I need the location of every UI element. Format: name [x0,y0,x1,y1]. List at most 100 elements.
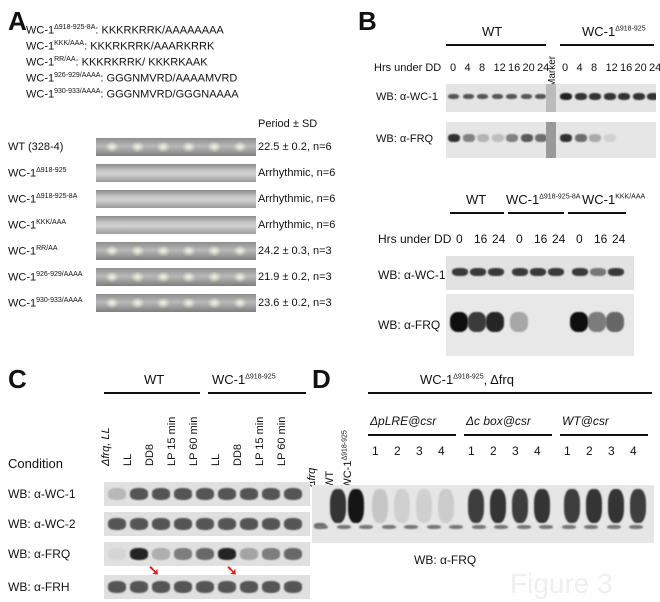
band-mut-wc1 [574,93,587,100]
timepoint-wt: 20 [522,62,535,74]
d-band-nonspecific [471,525,486,529]
d-band-nonspecific [449,525,463,529]
d-lane-number: 1 [372,444,379,458]
band-wt-frq [491,134,504,142]
c-band [130,581,148,593]
band-wc1 [548,268,564,276]
d-lane-number: 4 [630,444,637,458]
strain-label: WC-1KKK/AAA [8,219,67,232]
race-tube [96,164,256,182]
c-band [152,518,170,530]
c-wt-header: WT [144,372,165,387]
d-band-wt [330,489,346,523]
band-wt-frq [535,134,547,142]
panel-c-label: C [8,364,27,394]
timepoint-mut: 16 [620,62,633,74]
d-band [490,489,506,523]
band-wt-wc1 [535,94,546,99]
d-band-nonspecific [381,525,396,529]
c-blot [104,542,310,566]
d-band-nonspecific [606,525,621,529]
c-band [218,518,236,530]
b-blot-wc1 [446,84,656,112]
condition-label: Condition [8,456,63,471]
c-band [262,518,280,530]
timepoint-lower: 16 [594,232,608,246]
timepoint-lower: 24 [612,232,626,246]
c-blot [104,575,310,599]
b-hrs-label: Hrs under DD [374,62,442,74]
timepoint-wt: 4 [464,62,471,74]
timepoint-wt: 24 [537,62,550,74]
d-band-nonspecific [359,525,373,529]
band-wc1 [470,268,486,276]
band-mut-wc1 [589,93,601,100]
band-mut-frq [574,134,587,142]
band-wt-wc1 [462,94,474,99]
band-mut-wc1 [647,93,656,100]
timepoint-mut: 24 [649,62,660,74]
b2-blot-frq [446,294,634,356]
band-wc1 [572,268,588,276]
c-band [196,488,214,500]
d-band [586,489,602,523]
timepoint-wt: 16 [508,62,521,74]
c-band [152,548,170,560]
period-value: 21.9 ± 0.2, n=3 [258,271,332,283]
timepoint-lower: 0 [576,232,583,246]
band-wt-frq [448,134,460,142]
d-band [564,489,580,523]
b2-hrs-label: Hrs under DD [378,232,452,246]
c-mut-header: WC-1Δ918-925 [212,372,276,387]
race-tube [96,138,256,156]
strain-label: WC-1926-929/AAAA [8,271,83,284]
b-blot-frq [446,122,656,158]
race-tube [96,268,256,286]
d-band-nonspecific [629,525,643,529]
mutant-sequence: WC-1RR/AA: KKKRKRRK/ KKKRKAAK [26,56,208,69]
d-lane-number: 1 [564,444,571,458]
timepoint-lower: 24 [492,232,506,246]
timepoint-lower: 16 [474,232,488,246]
red-arrow-icon: ➘ [226,562,238,578]
timepoint-mut: 12 [605,62,618,74]
marker-lane [546,122,556,158]
d-lane-number: 3 [608,444,615,458]
d-band-nonspecific [314,525,328,529]
mutant-sequence: WC-1930-933/AAAA: GGGNMVRD/GGGNAAAA [26,88,239,101]
mutant-sequence: WC-1926-929/AAAA: GGGNMVRD/AAAAMVRD [26,72,238,85]
d-band-nonspecific [561,525,576,529]
condition-lane-label: LL [210,453,222,466]
period-value: 24.2 ± 0.3, n=3 [258,245,332,257]
band-wt-wc1 [520,94,532,99]
c-band [240,548,258,560]
d-band-wc1 [348,489,364,523]
d-group-line [368,434,456,436]
band-wc1 [530,268,546,276]
band-mut-frq [589,134,601,142]
c-band [196,518,214,530]
period-value: 22.5 ± 0.2, n=6 [258,141,332,153]
c-blot [104,482,310,506]
period-header: Period ± SD [258,118,318,130]
c-band [218,548,236,560]
c-wb-label: WB: α-FRQ [8,547,71,561]
d-band [416,489,432,523]
c-band [196,548,214,560]
band-wt-wc1 [491,94,503,99]
condition-lane-label: DD8 [232,443,244,466]
d-band-nonspecific [494,525,508,529]
band-wt-frq [462,134,475,142]
condition-lane-label: Δfrq, LL [100,427,112,466]
panel-b-label: B [358,6,377,36]
c-wb-label: WB: α-FRH [8,580,70,594]
d-band-nonspecific [539,525,553,529]
band-wt-frq [520,134,533,142]
c-band [130,548,148,560]
timepoint-lower: 16 [534,232,548,246]
c-band [284,581,302,593]
timepoint-wt: 12 [493,62,506,74]
c-band [174,548,192,560]
period-value: Arrhythmic, n=6 [258,219,336,231]
b-wt-header: WT [482,24,503,39]
